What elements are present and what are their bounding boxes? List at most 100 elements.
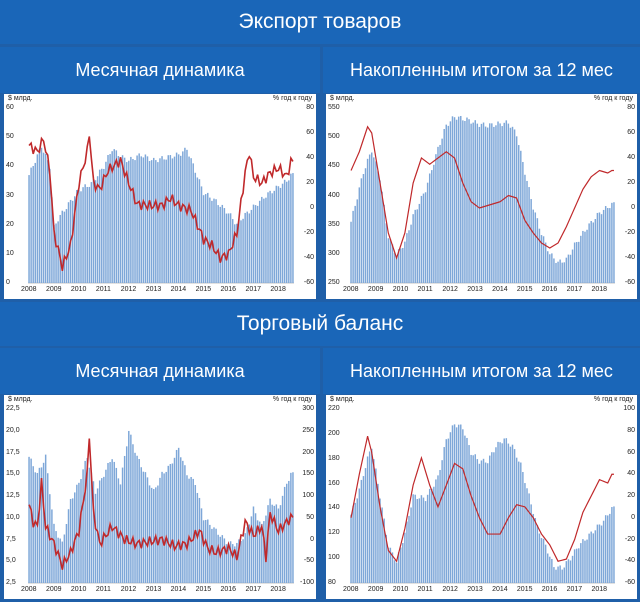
bar (117, 478, 120, 583)
y-tick-right: 0 (310, 535, 314, 543)
bar (441, 138, 443, 283)
bar (489, 123, 491, 283)
bar (366, 456, 369, 583)
bar (285, 483, 288, 583)
bar (588, 533, 590, 583)
y-axis-label-right: % год к году (272, 95, 312, 102)
bar (82, 469, 84, 583)
y-tick-right: 100 (302, 492, 314, 499)
bar (63, 211, 66, 283)
bar (474, 120, 476, 283)
bar (67, 509, 70, 583)
bar (223, 208, 226, 283)
bar-series (350, 424, 615, 583)
bar (115, 467, 118, 583)
bar (292, 472, 294, 583)
bar (424, 192, 427, 283)
y-tick-right: -60 (303, 279, 314, 286)
bar (364, 468, 367, 583)
bar (44, 153, 47, 283)
bar (520, 150, 522, 283)
bar (507, 123, 510, 283)
bar (368, 451, 371, 583)
bar (596, 212, 599, 283)
bar (395, 255, 398, 283)
bar (609, 513, 611, 583)
bar (360, 178, 363, 283)
bar (254, 513, 257, 583)
bar (34, 162, 37, 283)
bar (385, 223, 387, 283)
bar (538, 228, 541, 283)
bar (555, 569, 557, 583)
chart-balance-monthly: 2,5 5,0 7,5 10,0 12,5 15,0 17,5 20,0 22,5 -100 -50… (4, 395, 316, 599)
bar (381, 191, 383, 283)
y-axis-label-right: % год к году (593, 95, 633, 102)
bar (123, 455, 126, 583)
x-tick-label: 2010 (392, 286, 409, 293)
bar (51, 509, 53, 583)
bar (493, 126, 495, 283)
bar (121, 467, 124, 583)
bar (391, 244, 394, 283)
bar (217, 534, 219, 583)
chart-canvas (28, 430, 294, 584)
bar (352, 210, 354, 283)
bar (414, 209, 416, 283)
bar (573, 242, 576, 283)
bar (155, 160, 157, 283)
bar (565, 561, 568, 583)
x-tick-label: 2010 (70, 586, 87, 593)
bar (559, 565, 561, 583)
bar (186, 149, 188, 283)
bar (532, 209, 534, 283)
bar (584, 540, 586, 583)
bar (373, 459, 375, 583)
bar (84, 184, 86, 283)
bar (128, 430, 130, 583)
x-tick-label: 2011 (95, 286, 111, 293)
bar (223, 538, 226, 583)
bar (540, 538, 543, 583)
bar (534, 212, 537, 283)
bar (90, 472, 93, 583)
bar (414, 494, 416, 583)
y-tick-left: 20 (6, 220, 14, 228)
x-tick-label: 2017 (245, 286, 262, 293)
bar (371, 448, 373, 583)
bar (551, 558, 553, 583)
bar (542, 538, 545, 583)
bar (258, 200, 261, 283)
bar (236, 542, 238, 583)
bar (482, 122, 485, 283)
bar (207, 519, 209, 583)
bar (588, 223, 590, 283)
bar (240, 541, 242, 583)
x-tick-label: 2016 (220, 286, 237, 293)
bar (236, 223, 238, 283)
bar (196, 177, 199, 283)
x-tick-label: 2012 (442, 586, 458, 593)
bar (509, 127, 512, 283)
y-tick-right: -40 (624, 254, 635, 261)
bar (518, 145, 520, 283)
bar (590, 531, 592, 583)
bar (142, 471, 145, 583)
bar (198, 497, 201, 583)
bar (271, 193, 273, 283)
bar (65, 524, 68, 583)
bar (152, 489, 155, 583)
bar (101, 478, 103, 583)
bar (42, 152, 45, 283)
bar (292, 173, 294, 283)
bar (404, 532, 406, 583)
bar (474, 454, 476, 583)
bar (132, 159, 134, 283)
y-tick-right: 200 (302, 448, 314, 456)
bar (373, 157, 375, 283)
x-tick-label: 2011 (95, 586, 111, 593)
x-tick-label: 2011 (417, 286, 433, 293)
bar (410, 507, 412, 583)
bar (134, 160, 136, 283)
y-tick-right: 20 (627, 179, 635, 186)
